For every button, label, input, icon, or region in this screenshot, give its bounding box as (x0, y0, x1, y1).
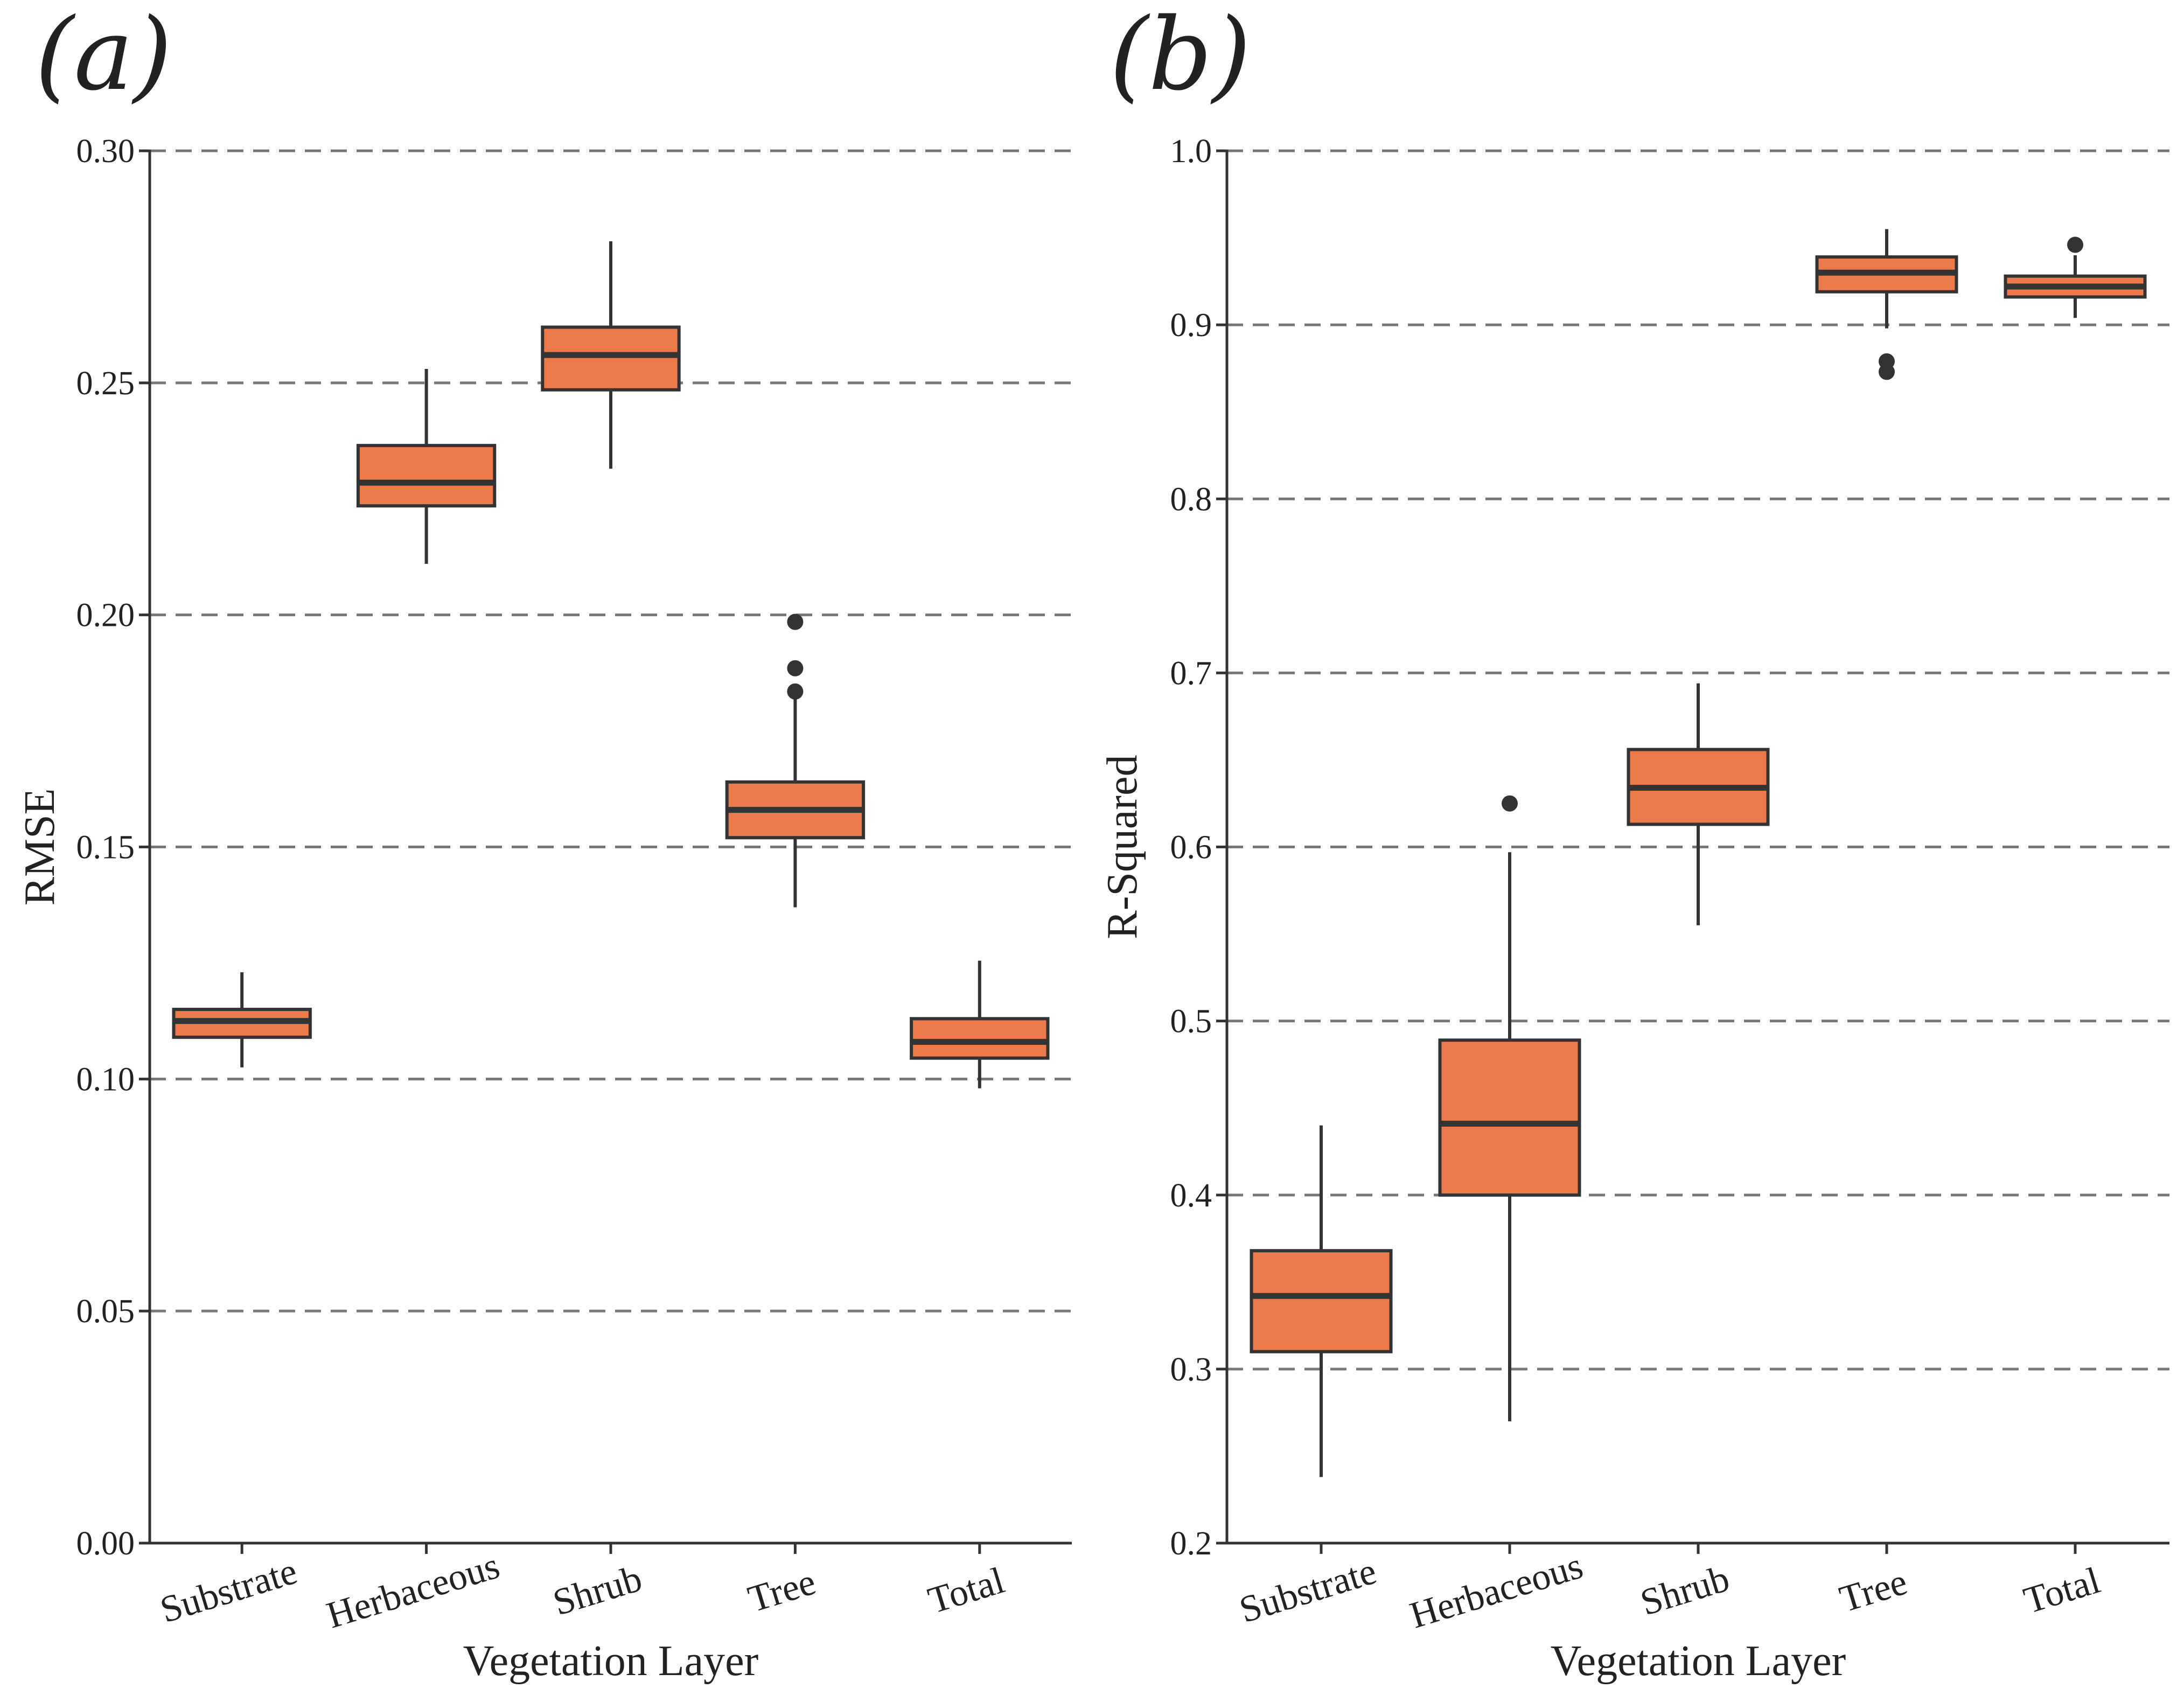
x-tick-label: Tree (743, 1561, 820, 1620)
box-total (910, 960, 1050, 1089)
iqr-box (910, 1017, 1050, 1060)
x-tick-label: Herbaceous (322, 1545, 504, 1636)
y-tick-label: 0.30 (76, 133, 135, 170)
y-axis-title: R-Squared (1099, 755, 1146, 939)
box-herbaceous (356, 368, 497, 564)
box-substrate (172, 972, 312, 1068)
outlier-point (787, 660, 804, 676)
box-shrub (1627, 683, 1770, 925)
box-substrate (1250, 1125, 1393, 1477)
y-tick-label: 0.05 (76, 1293, 135, 1330)
outlier-point (1502, 795, 1518, 812)
y-tick-label: 0.00 (76, 1525, 135, 1562)
outlier-point (787, 683, 804, 700)
y-tick-label: 0.20 (76, 597, 135, 634)
y-tick-label: 0.10 (76, 1061, 135, 1098)
iqr-box (541, 325, 681, 392)
box-shrub (541, 241, 681, 469)
outlier-point (787, 613, 804, 630)
y-tick-label: 0.8 (1170, 481, 1212, 518)
panel-label: (b) (1110, 0, 1251, 113)
y-axis-title: RMSE (16, 789, 64, 906)
y-tick-label: 0.2 (1170, 1525, 1212, 1562)
x-tick-label: Substrate (156, 1551, 302, 1631)
y-tick-label: 0.7 (1170, 655, 1212, 692)
iqr-box (1438, 1038, 1581, 1197)
iqr-box (1250, 1249, 1393, 1354)
x-axis-title: Vegetation Layer (1551, 1637, 1846, 1685)
y-tick-label: 0.5 (1170, 1003, 1212, 1040)
box-herbaceous (1438, 795, 1581, 1421)
y-tick-label: 0.25 (76, 365, 135, 402)
y-tick-label: 0.6 (1170, 829, 1212, 866)
r-squared-panel: 0.2 0.3 0.4 0.5 0.6 0.7 0.8 0.9 1.0 Substrate Herb… (1099, 0, 2169, 1685)
iqr-box (356, 444, 497, 508)
y-tick-label: 1.0 (1170, 133, 1212, 170)
box-total (2004, 236, 2147, 318)
rmse-panel: 0.00 0.05 0.10 0.15 0.20 0.25 0.30 Substrate Her… (16, 0, 1072, 1685)
outlier-point (2067, 236, 2083, 253)
x-tick-label: Shrub (548, 1558, 646, 1624)
y-tick-label: 0.15 (76, 829, 135, 866)
outlier-point (1879, 353, 1895, 369)
x-axis-title: Vegetation Layer (463, 1637, 759, 1685)
x-tick-label: Herbaceous (1405, 1545, 1587, 1636)
x-tick-label: Total (924, 1560, 1009, 1622)
panel-label: (a) (35, 0, 172, 113)
y-tick-label: 0.3 (1170, 1351, 1212, 1388)
y-tick-label: 0.9 (1170, 307, 1212, 344)
x-tick-label: Tree (1835, 1561, 1912, 1620)
x-tick-label: Substrate (1235, 1551, 1381, 1631)
x-tick-label: Total (2019, 1560, 2105, 1622)
box-tree (725, 613, 866, 908)
x-tick-label: Shrub (1636, 1558, 1734, 1624)
y-tick-label: 0.4 (1170, 1177, 1212, 1214)
box-tree (1815, 229, 1958, 380)
